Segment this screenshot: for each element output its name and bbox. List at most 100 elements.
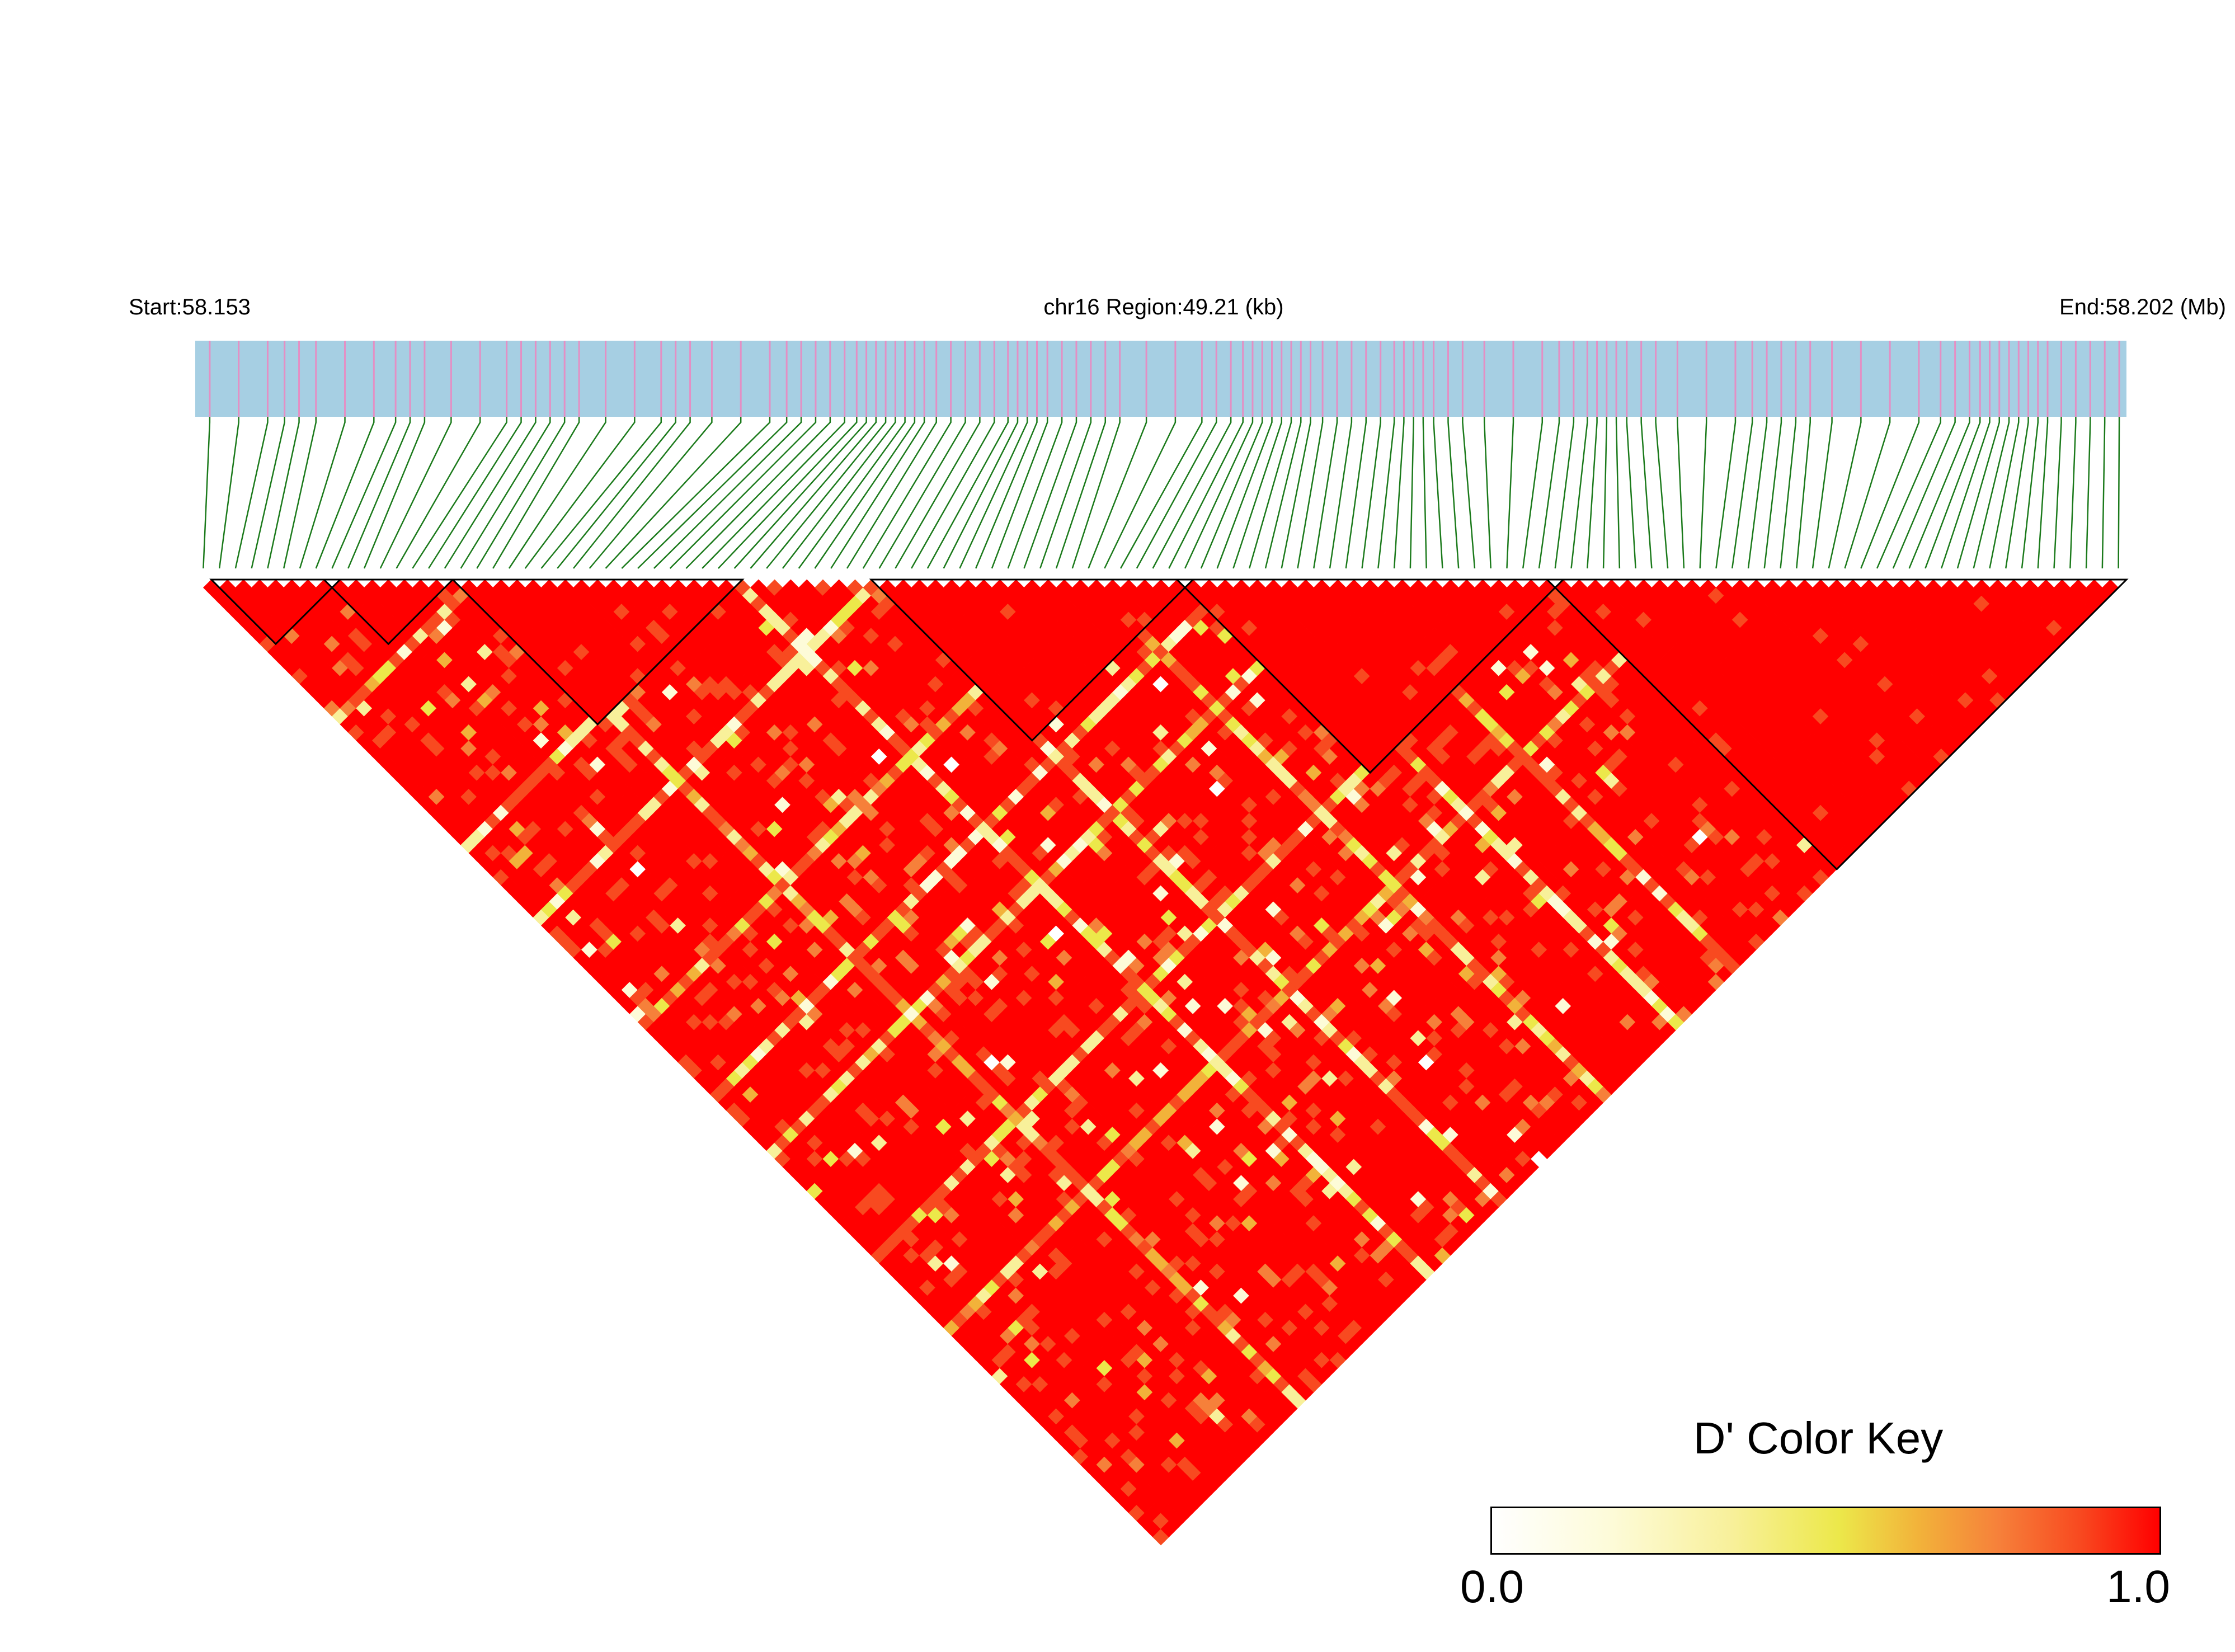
snp-connector-line <box>1088 417 1147 569</box>
snp-connector-line <box>347 417 411 569</box>
snp-connector-line <box>1297 417 1324 569</box>
snp-connector-line <box>846 417 937 569</box>
snp-connector-line <box>331 417 397 569</box>
snp-connector-line <box>540 417 662 569</box>
snp-connector-line <box>878 417 966 569</box>
snp-connector-line <box>557 417 676 569</box>
snp-connector-line <box>911 417 995 569</box>
snp-connector-line <box>2069 417 2077 569</box>
snp-connector-line <box>959 417 1028 569</box>
snp-connector-line <box>428 417 522 569</box>
snp-connector-line <box>1570 417 1588 569</box>
snp-connector-line <box>1715 417 1737 569</box>
snp-connector-line <box>862 417 952 569</box>
snp-connector-line <box>1908 417 1970 569</box>
snp-connector-line <box>2101 417 2106 569</box>
snp-connector-line <box>702 417 845 569</box>
snp-connector-line <box>379 417 452 569</box>
snp-connector-line <box>315 417 375 569</box>
snp-connector-line <box>1200 417 1263 569</box>
snp-connector-line <box>1216 417 1273 569</box>
ld-cells <box>203 579 2119 1546</box>
snp-connector-line <box>1039 417 1092 569</box>
snp-connector-line <box>524 417 636 569</box>
snp-connector-line <box>1462 417 1476 569</box>
snp-connector-line <box>2037 417 2049 569</box>
region-start-label: Start:58.153 <box>129 295 251 319</box>
snp-connector-line <box>251 417 285 569</box>
snp-connector-line <box>1587 417 1598 569</box>
snp-connector-line <box>1860 417 1920 569</box>
snp-connector-line <box>1538 417 1560 569</box>
snp-connector-line <box>1168 417 1244 569</box>
snp-connector-line <box>1377 417 1395 569</box>
snp-connector-line <box>1892 417 1956 569</box>
snp-connector-line <box>1313 417 1338 569</box>
snp-connector-line <box>1602 417 1608 569</box>
snp-connector-line <box>733 417 867 569</box>
snp-connector-line <box>798 417 906 569</box>
snp-connector-line <box>1393 417 1405 569</box>
snp-connector-line <box>685 417 831 569</box>
snp-connector-line <box>396 417 481 569</box>
snp-connector-line <box>1071 417 1121 569</box>
snp-connectors <box>203 417 2120 569</box>
snp-connector-line <box>508 417 606 569</box>
snp-connector-line <box>2005 417 2029 569</box>
snp-connector-line <box>1007 417 1063 569</box>
snp-connector-line <box>718 417 858 569</box>
snp-connector-line <box>1329 417 1353 569</box>
snp-connector-line <box>1731 417 1753 569</box>
snp-connector-line <box>1409 417 1414 569</box>
snp-connector-line <box>1264 417 1302 569</box>
snp-connector-line <box>637 417 788 569</box>
snp-connector-line <box>605 417 742 569</box>
snp-connector-line <box>1677 417 1685 569</box>
snp-connector-line <box>1345 417 1367 569</box>
snp-connector-line <box>1023 417 1077 569</box>
snp-connector-line <box>830 417 925 569</box>
snp-connector-line <box>1249 417 1292 569</box>
snp-connector-line <box>1152 417 1232 569</box>
snp-connector-line <box>218 417 239 569</box>
snp-connector-line <box>1447 417 1460 569</box>
snp-connector-line <box>1483 417 1491 569</box>
snp-connector-line <box>1640 417 1653 569</box>
snp-connector-line <box>1699 417 1707 569</box>
snp-connector-line <box>1361 417 1381 569</box>
snp-connector-line <box>1626 417 1636 569</box>
snp-connector-line <box>991 417 1048 569</box>
snp-connector-line <box>814 417 916 569</box>
snp-connector-line <box>1844 417 1891 569</box>
snp-connector-line <box>589 417 713 569</box>
snp-connector-line <box>1989 417 2020 569</box>
snp-connector-line <box>2053 417 2062 569</box>
snp-connector-line <box>1828 417 1862 569</box>
snp-connector-line <box>621 417 771 569</box>
snp-connector-line <box>267 417 300 569</box>
snp-connector-line <box>1136 417 1217 569</box>
snp-connector-line <box>1780 417 1797 569</box>
snp-connector-line <box>1522 417 1544 569</box>
snp-connector-line <box>234 417 269 569</box>
snp-connector-line <box>975 417 1038 569</box>
region-end-label: End:58.202 (Mb) <box>2059 295 2226 319</box>
snp-connector-line <box>1232 417 1282 569</box>
snp-connector-line <box>1940 417 1991 569</box>
snp-connector-line <box>750 417 877 569</box>
snp-connector-line <box>1184 417 1254 569</box>
snp-connector-line <box>1615 417 1621 569</box>
gene-track <box>195 341 2126 417</box>
snp-connector-line <box>1055 417 1107 569</box>
snp-connector-line <box>782 417 896 569</box>
snp-connector-line <box>1554 417 1575 569</box>
snp-connector-line <box>1956 417 2000 569</box>
snp-connector-line <box>1973 417 2010 569</box>
snp-connector-line <box>1104 417 1177 569</box>
snp-connector-line <box>492 417 580 569</box>
snp-connector-line <box>573 417 691 569</box>
snp-connector-line <box>1281 417 1311 569</box>
snp-connector-line <box>460 417 551 569</box>
snp-connector-line <box>1876 417 1941 569</box>
